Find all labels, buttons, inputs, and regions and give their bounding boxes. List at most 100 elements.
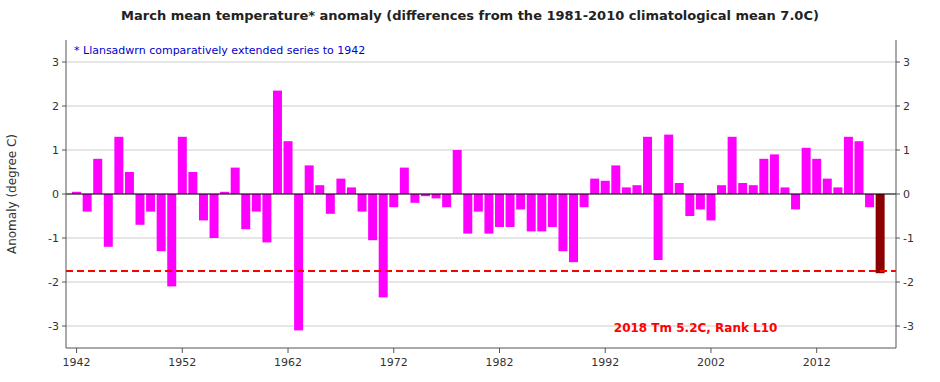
x-tick-label: 1942 bbox=[63, 356, 91, 369]
y2-tick bbox=[896, 238, 900, 239]
bar bbox=[157, 194, 166, 251]
bar bbox=[432, 194, 441, 198]
bar bbox=[252, 194, 261, 212]
grid-line bbox=[66, 106, 896, 107]
bar bbox=[675, 183, 684, 194]
y-axis-label: Anomaly (degree C) bbox=[5, 134, 19, 254]
bar bbox=[210, 194, 219, 238]
bar bbox=[199, 194, 208, 220]
grid-line bbox=[66, 282, 896, 283]
bar bbox=[400, 168, 409, 194]
bar bbox=[569, 194, 578, 262]
bar bbox=[495, 194, 504, 227]
zero-line bbox=[66, 194, 896, 195]
bar bbox=[273, 91, 282, 194]
bar bbox=[833, 187, 842, 194]
bar bbox=[537, 194, 546, 231]
y2-tick-label: 3 bbox=[903, 56, 910, 69]
bar bbox=[791, 194, 800, 209]
x-tick-label: 1982 bbox=[486, 356, 514, 369]
bar bbox=[294, 194, 303, 330]
bar bbox=[749, 185, 758, 194]
bar bbox=[580, 194, 589, 207]
bar bbox=[284, 141, 293, 194]
x-tick-label: 1992 bbox=[591, 356, 619, 369]
bar bbox=[104, 194, 113, 247]
y2-tick bbox=[896, 150, 900, 151]
chart: March mean temperature* anomaly (differe… bbox=[0, 0, 940, 382]
bar bbox=[865, 194, 874, 207]
y-tick bbox=[62, 326, 66, 327]
y-tick-label: 1 bbox=[52, 144, 59, 157]
y2-tick-label: 2 bbox=[903, 100, 910, 113]
x-tick bbox=[816, 348, 817, 353]
y-tick-label: -2 bbox=[48, 276, 59, 289]
y2-tick bbox=[896, 106, 900, 107]
y2-tick bbox=[896, 326, 900, 327]
bar bbox=[558, 194, 567, 251]
y2-tick bbox=[896, 282, 900, 283]
y-tick-label: 2 bbox=[52, 100, 59, 113]
grid-line bbox=[66, 62, 896, 63]
x-tick-label: 2002 bbox=[697, 356, 725, 369]
grid-line bbox=[66, 194, 896, 195]
bar bbox=[167, 194, 176, 286]
x-tick-label: 1962 bbox=[274, 356, 302, 369]
x-tick bbox=[393, 348, 394, 353]
bar bbox=[622, 187, 631, 194]
y2-tick-label: -3 bbox=[903, 320, 914, 333]
bar bbox=[728, 137, 737, 194]
bar bbox=[527, 194, 536, 231]
x-tick bbox=[605, 348, 606, 353]
bar bbox=[706, 194, 715, 220]
background bbox=[0, 0, 940, 382]
bar bbox=[463, 194, 472, 234]
bar bbox=[114, 137, 123, 194]
y2-tick-label: 0 bbox=[903, 188, 910, 201]
x-tick bbox=[288, 348, 289, 353]
bar bbox=[389, 194, 398, 207]
bar bbox=[358, 194, 367, 212]
bar bbox=[812, 159, 821, 194]
x-tick bbox=[499, 348, 500, 353]
y-tick-label: 3 bbox=[52, 56, 59, 69]
bar bbox=[410, 194, 419, 203]
bar bbox=[241, 194, 250, 229]
bar bbox=[780, 187, 789, 194]
y2-tick bbox=[896, 62, 900, 63]
y2-tick-label: -1 bbox=[903, 232, 914, 245]
bar bbox=[643, 137, 652, 194]
bar bbox=[315, 185, 324, 194]
bar bbox=[178, 137, 187, 194]
bar bbox=[685, 194, 694, 216]
y-tick-label: 0 bbox=[52, 188, 59, 201]
bar bbox=[368, 194, 377, 240]
bar bbox=[146, 194, 155, 212]
grid-line bbox=[66, 238, 896, 239]
title: March mean temperature* anomaly (differe… bbox=[121, 8, 819, 23]
bar bbox=[484, 194, 493, 234]
bar bbox=[336, 179, 345, 194]
bar bbox=[379, 194, 388, 297]
y-tick bbox=[62, 282, 66, 283]
bar bbox=[611, 165, 620, 194]
bar bbox=[876, 194, 885, 273]
x-tick-label: 2012 bbox=[803, 356, 831, 369]
bar bbox=[770, 154, 779, 194]
bar bbox=[442, 194, 451, 207]
bar bbox=[632, 185, 641, 194]
y-tick-label: -1 bbox=[48, 232, 59, 245]
bar bbox=[601, 181, 610, 194]
y-tick bbox=[62, 62, 66, 63]
bar bbox=[453, 150, 462, 194]
bar bbox=[802, 148, 811, 194]
bar bbox=[262, 194, 271, 242]
y2-tick-label: 1 bbox=[903, 144, 910, 157]
bar bbox=[231, 168, 240, 194]
bar bbox=[696, 194, 705, 209]
y-tick-label: -3 bbox=[48, 320, 59, 333]
bar bbox=[738, 183, 747, 194]
bar bbox=[759, 159, 768, 194]
bar bbox=[855, 141, 864, 194]
x-tick-label: 1952 bbox=[168, 356, 196, 369]
